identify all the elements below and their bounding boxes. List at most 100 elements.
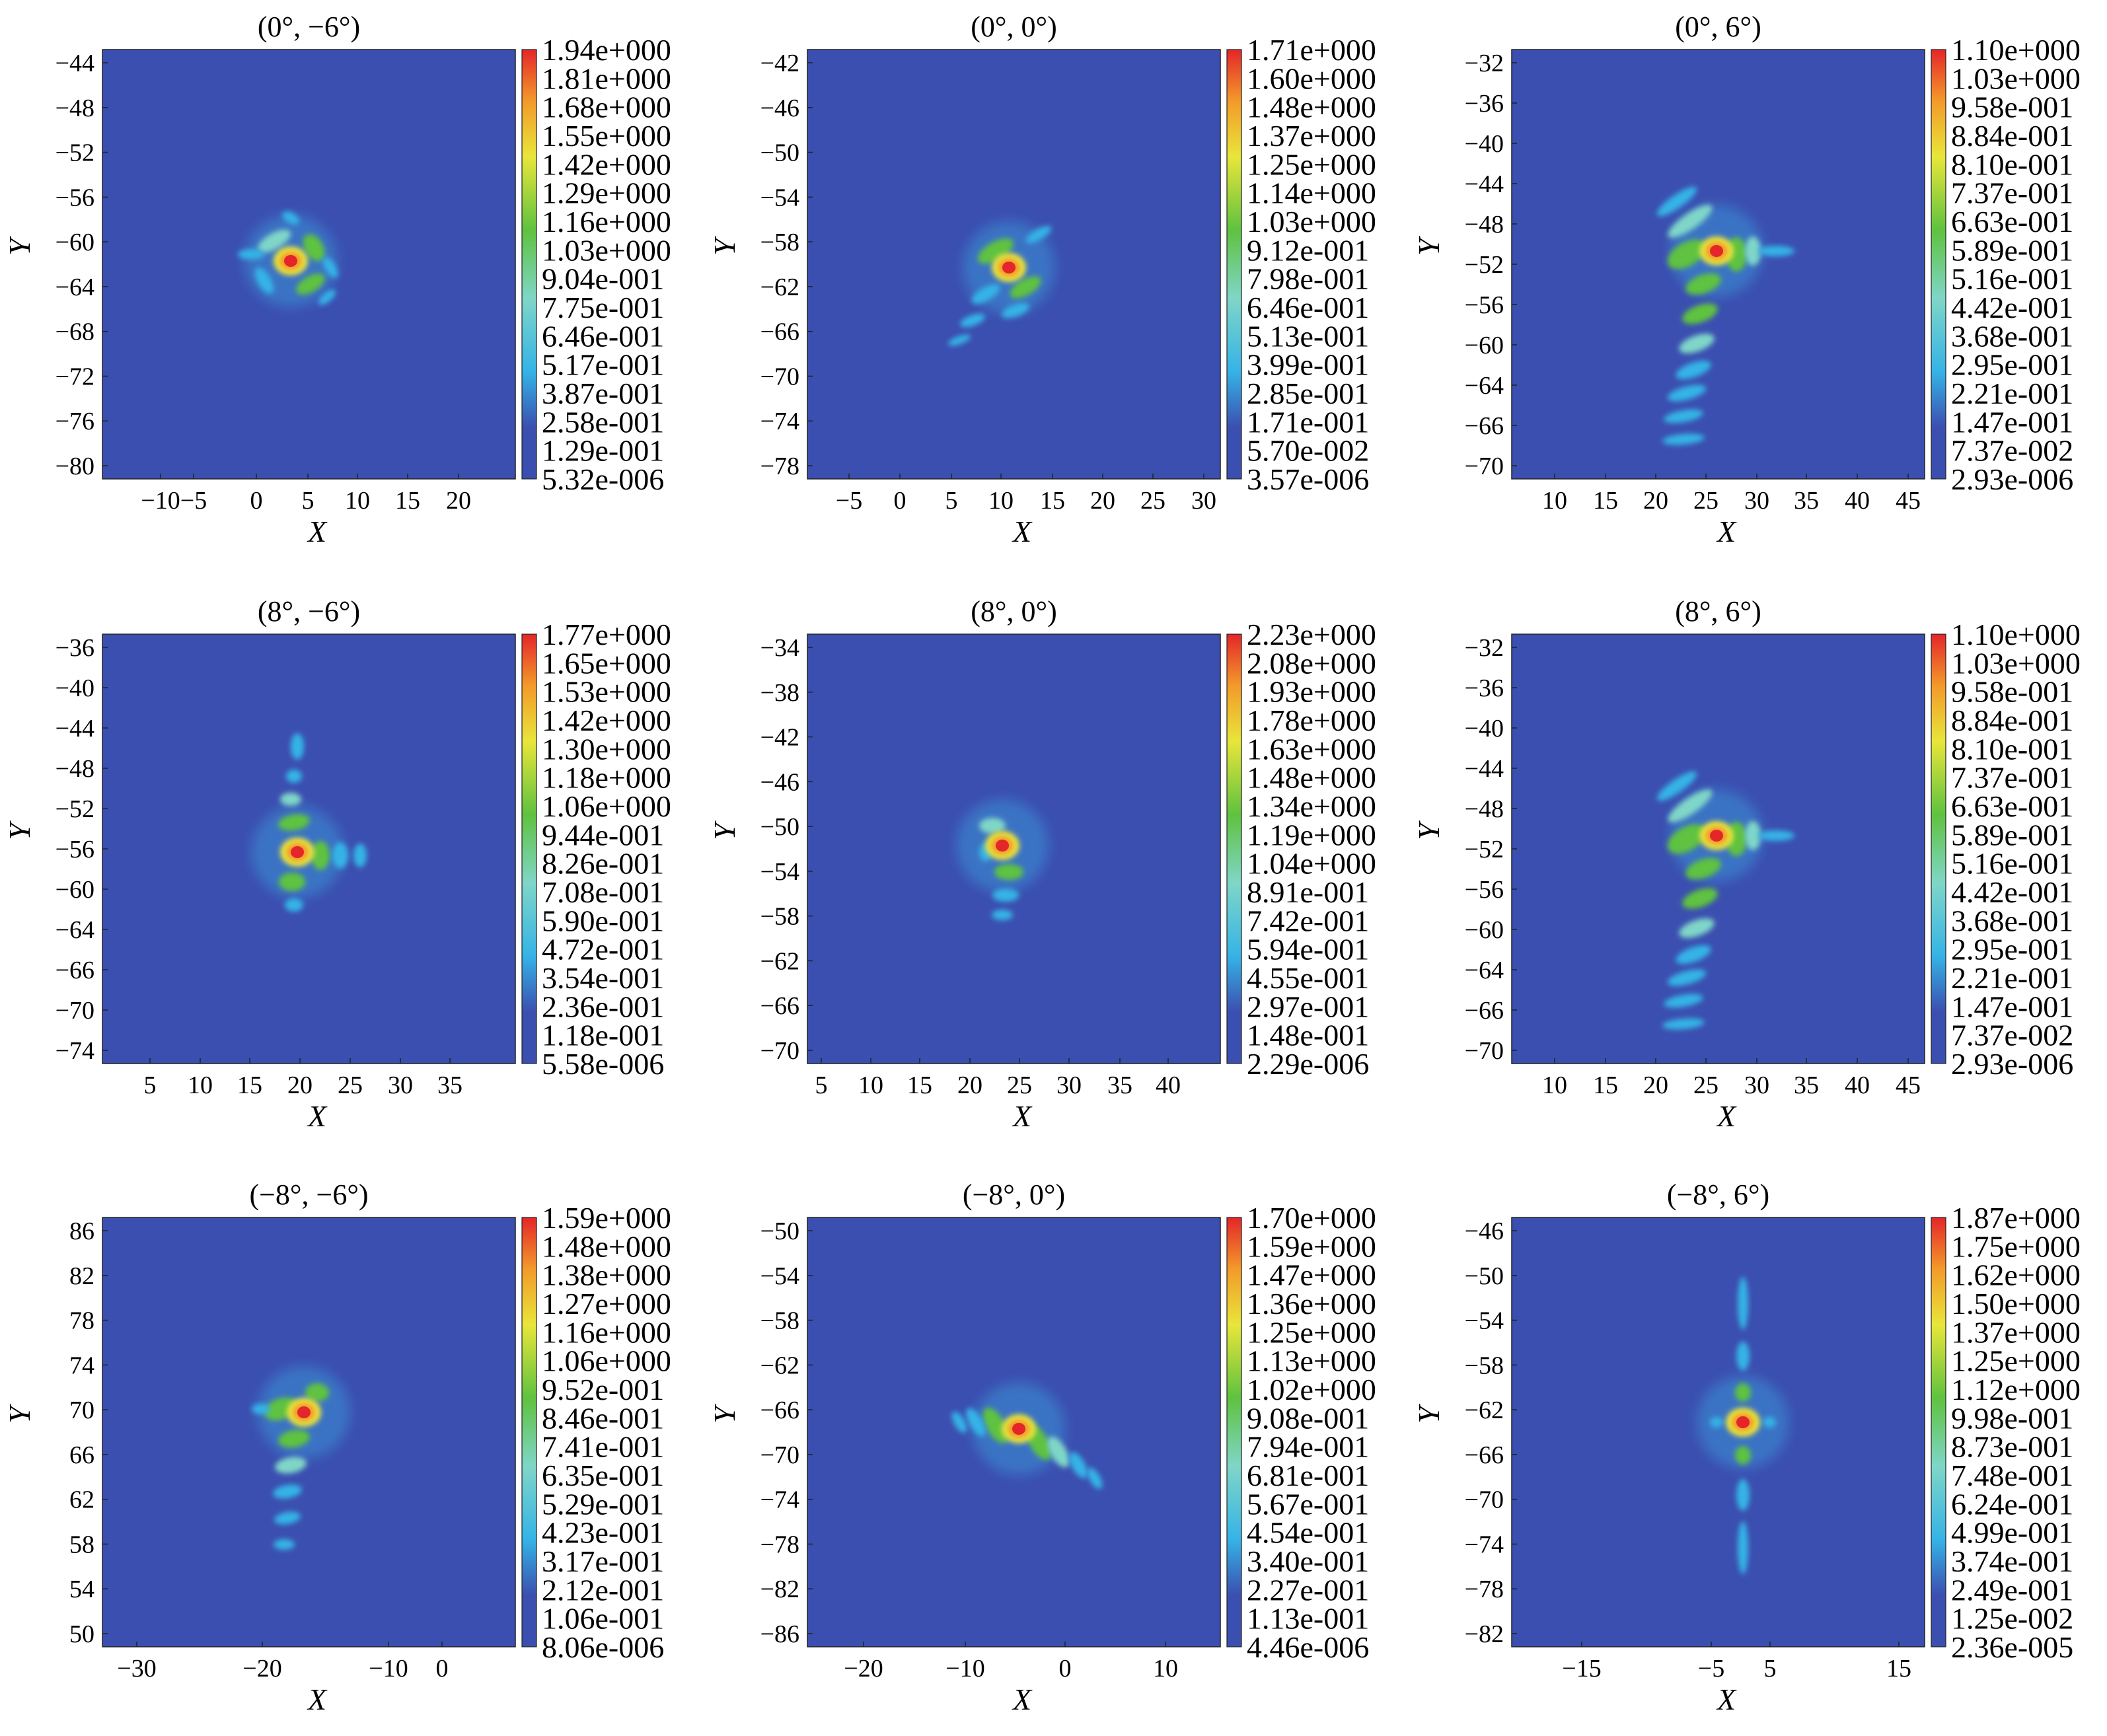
y-tick-label: −82 xyxy=(1465,1620,1504,1648)
colorbar-tick-label: 3.57e-006 xyxy=(1247,462,1369,496)
colorbar-tick-label: 1.16e+000 xyxy=(542,205,671,238)
side-lobe xyxy=(1735,1446,1751,1465)
colorbar-tick-label: 1.25e+000 xyxy=(1247,1315,1376,1349)
colorbar-tick-label: 5.67e-001 xyxy=(1247,1487,1369,1521)
x-tick-label: 25 xyxy=(1140,487,1165,515)
side-lobe xyxy=(978,238,1014,264)
side-lobe xyxy=(971,284,1000,304)
colorbar-tick-label: 1.71e-001 xyxy=(1247,405,1369,439)
colorbar-tick-label: 2.36e-001 xyxy=(542,990,664,1023)
x-tick-label: 20 xyxy=(287,1071,313,1099)
colorbar-tick-label: 9.58e-001 xyxy=(1951,675,2073,709)
colorbar-tick-label: 7.37e-001 xyxy=(1951,761,2073,795)
y-tick-label: −56 xyxy=(1465,291,1504,319)
colorbar-tick-label: 1.94e+000 xyxy=(542,33,671,67)
x-tick-label: 5 xyxy=(945,487,958,515)
side-lobe xyxy=(1676,360,1711,380)
y-tick-label: −36 xyxy=(1465,90,1504,118)
beam-pattern xyxy=(252,1366,350,1550)
side-lobe xyxy=(1710,1417,1723,1428)
colorbar-tick-label: 5.16e-001 xyxy=(1951,262,2073,296)
y-axis-label: Y xyxy=(1412,236,1446,256)
y-tick-label: −48 xyxy=(1465,795,1504,823)
side-lobe xyxy=(258,229,291,253)
colorbar-tick-label: 3.68e-001 xyxy=(1951,319,2073,353)
colorbar-tick-label: 1.10e+000 xyxy=(1951,33,2081,67)
side-lobe xyxy=(278,814,310,831)
colorbar-tick-label: 1.13e+000 xyxy=(1247,1344,1376,1378)
colorbar-tick-label: 1.13e-001 xyxy=(1247,1602,1369,1636)
colorbar-tick-label: 2.21e-001 xyxy=(1951,377,2073,410)
x-tick-label: 10 xyxy=(188,1071,213,1099)
colorbar-tick-label: 1.55e+000 xyxy=(542,119,671,153)
y-tick-label: −70 xyxy=(1465,1037,1504,1065)
colorbar-tick-label: 9.12e-001 xyxy=(1247,233,1369,267)
colorbar-tick-label: 9.44e-001 xyxy=(542,818,664,851)
colorbar-tick-label: 1.06e+000 xyxy=(542,1344,671,1378)
panel-title: (8°, 0°) xyxy=(971,595,1057,628)
x-tick-label: −10 xyxy=(945,1655,984,1682)
y-tick-label: −64 xyxy=(55,916,94,944)
side-lobe xyxy=(979,818,1006,834)
colorbar-tick-label: 4.55e-001 xyxy=(1247,961,1369,995)
side-lobe xyxy=(322,256,338,279)
colorbar-tick-label: 1.30e+000 xyxy=(542,732,671,766)
y-tick-label: −44 xyxy=(55,50,94,77)
panel-title: (−8°, 6°) xyxy=(1667,1178,1769,1211)
side-lobe xyxy=(1662,433,1705,445)
y-axis-label: Y xyxy=(3,236,36,256)
plot-frame xyxy=(807,49,1221,480)
colorbar-tick-label: 1.36e+000 xyxy=(1247,1287,1376,1320)
y-tick-label: −32 xyxy=(1465,634,1504,662)
colorbar-tick-label: 1.71e+000 xyxy=(1247,33,1376,67)
colorbar xyxy=(1226,633,1242,1064)
colorbar-tick-label: 9.98e-001 xyxy=(1951,1401,2073,1435)
panel-title: (8°, 6°) xyxy=(1675,595,1761,628)
x-tick-label: 20 xyxy=(1090,487,1115,515)
y-tick-label: 82 xyxy=(69,1262,94,1290)
colorbar-tick-label: 7.94e-001 xyxy=(1247,1430,1369,1464)
colorbar-tick-label: 1.37e+000 xyxy=(1951,1315,2081,1349)
x-tick-label: 30 xyxy=(1191,487,1216,515)
side-lobe xyxy=(1668,789,1713,822)
y-tick-label: −70 xyxy=(1465,452,1504,480)
colorbar-tick-label: 1.03e+000 xyxy=(1951,646,2081,680)
colorbar-tick-label: 1.47e-001 xyxy=(1951,990,2073,1023)
colorbar-tick-label: 7.08e-001 xyxy=(542,875,664,909)
panel: (8°, −6°) −36 −40 −44 −48 −52 −56 −60 −64 −66 −70 −… xyxy=(3,595,671,1133)
x-tick-label: 30 xyxy=(1744,487,1769,515)
colorbar-tick-label: 1.48e-001 xyxy=(1247,1019,1369,1052)
colorbar-tick-label: 4.46e-006 xyxy=(1247,1630,1369,1664)
y-tick-label: −78 xyxy=(760,1531,799,1558)
colorbar xyxy=(1226,49,1242,480)
peak-marker xyxy=(996,840,1009,851)
side-lobe xyxy=(353,844,367,867)
x-tick-label: 15 xyxy=(237,1071,262,1099)
y-tick-label: −58 xyxy=(760,1307,799,1335)
side-lobe xyxy=(303,234,325,262)
y-tick-label: −64 xyxy=(1465,372,1504,400)
colorbar-tick-label: 2.49e-001 xyxy=(1951,1573,2073,1607)
y-tick-label: −44 xyxy=(1465,755,1504,783)
y-tick-label: −50 xyxy=(1465,1262,1504,1290)
colorbar-tick-label: 6.46e-001 xyxy=(1247,291,1369,324)
colorbar-tick-label: 2.58e-001 xyxy=(542,405,664,439)
side-lobe xyxy=(275,1457,307,1474)
x-tick-label: −10 xyxy=(369,1655,408,1682)
y-tick-label: 58 xyxy=(69,1531,94,1558)
colorbar-tick-label: 3.17e-001 xyxy=(542,1544,664,1578)
colorbar-tick-label: 5.70e-002 xyxy=(1247,434,1369,468)
colorbar-tick-label: 1.27e+000 xyxy=(542,1287,671,1320)
colorbar-tick-label: 1.53e+000 xyxy=(542,675,671,709)
colorbar-tick-label: 7.37e-002 xyxy=(1951,434,2073,468)
beam-pattern xyxy=(947,221,1055,346)
y-tick-label: −66 xyxy=(760,318,799,346)
x-tick-label: −15 xyxy=(1562,1655,1601,1682)
x-tick-label: −20 xyxy=(844,1655,883,1682)
side-lobe xyxy=(1667,824,1707,854)
colorbar xyxy=(1226,1217,1242,1647)
side-lobe xyxy=(1757,246,1794,256)
side-lobe xyxy=(1676,945,1711,964)
plot-frame xyxy=(102,1217,516,1647)
colorbar-tick-label: 7.37e-001 xyxy=(1951,176,2073,210)
